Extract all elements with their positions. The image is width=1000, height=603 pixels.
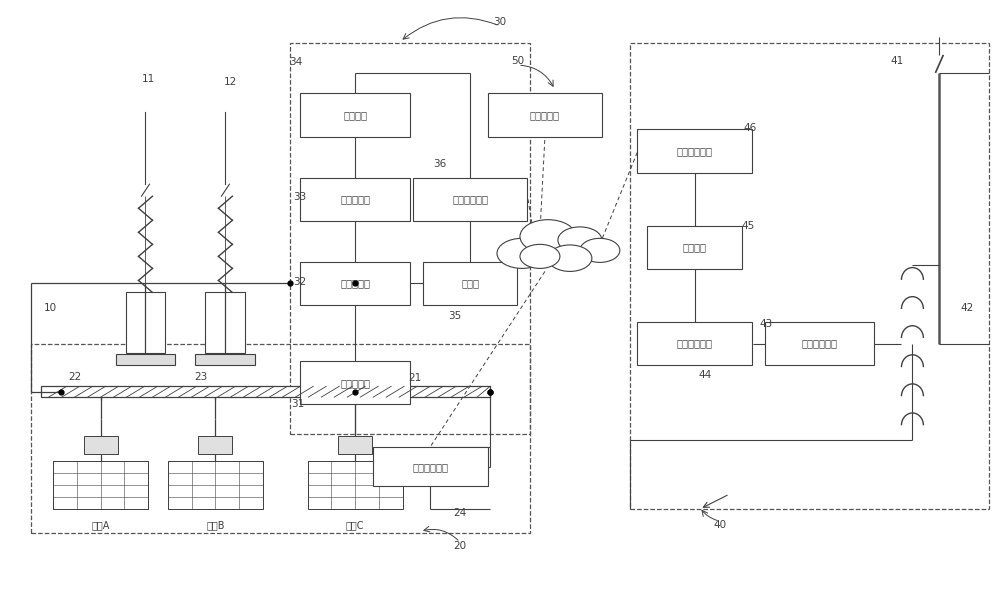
Circle shape bbox=[497, 238, 547, 268]
Text: 45: 45 bbox=[741, 221, 754, 232]
Text: 分析模块: 分析模块 bbox=[683, 242, 707, 252]
FancyBboxPatch shape bbox=[373, 447, 488, 487]
Text: 20: 20 bbox=[453, 541, 467, 551]
Text: 第三通信模块: 第三通信模块 bbox=[412, 462, 448, 472]
Bar bbox=[195, 354, 255, 365]
Text: 24: 24 bbox=[453, 508, 467, 518]
Text: 地网B: 地网B bbox=[206, 520, 225, 530]
Text: 后台服务器: 后台服务器 bbox=[530, 110, 560, 120]
Text: 42: 42 bbox=[961, 303, 974, 312]
Text: 第一通信模块: 第一通信模块 bbox=[452, 194, 488, 204]
Text: 21: 21 bbox=[408, 373, 422, 383]
Circle shape bbox=[520, 244, 560, 268]
Bar bbox=[205, 292, 245, 353]
Text: 43: 43 bbox=[759, 320, 772, 329]
Bar bbox=[198, 435, 232, 453]
FancyBboxPatch shape bbox=[300, 262, 410, 305]
Text: 拦截接触器: 拦截接触器 bbox=[340, 279, 370, 288]
Text: 升压变压器: 升压变压器 bbox=[340, 194, 370, 204]
Text: 23: 23 bbox=[194, 371, 207, 382]
Text: 控制器: 控制器 bbox=[461, 279, 479, 288]
FancyBboxPatch shape bbox=[647, 226, 742, 269]
Circle shape bbox=[548, 245, 592, 271]
Text: 44: 44 bbox=[698, 370, 711, 380]
Text: 36: 36 bbox=[433, 159, 447, 169]
Text: 第二通信模块: 第二通信模块 bbox=[677, 146, 713, 156]
Text: 波形放大单元: 波形放大单元 bbox=[802, 339, 838, 349]
Bar bbox=[168, 461, 263, 509]
FancyBboxPatch shape bbox=[300, 361, 410, 405]
Text: 34: 34 bbox=[289, 57, 302, 67]
Text: 接地接触器: 接地接触器 bbox=[340, 377, 370, 388]
Bar bbox=[41, 387, 490, 397]
Bar bbox=[126, 292, 165, 353]
Text: 11: 11 bbox=[142, 74, 155, 84]
Bar bbox=[84, 435, 118, 453]
Bar bbox=[308, 461, 403, 509]
Text: 地网C: 地网C bbox=[346, 520, 364, 530]
Circle shape bbox=[558, 227, 602, 253]
Text: 31: 31 bbox=[292, 399, 305, 409]
Text: 30: 30 bbox=[493, 17, 507, 27]
FancyBboxPatch shape bbox=[637, 322, 752, 365]
Circle shape bbox=[580, 238, 620, 262]
FancyBboxPatch shape bbox=[300, 93, 410, 137]
Text: 22: 22 bbox=[68, 371, 81, 382]
Text: 直流电源: 直流电源 bbox=[343, 110, 367, 120]
FancyBboxPatch shape bbox=[637, 130, 752, 172]
Text: 12: 12 bbox=[224, 77, 237, 87]
Text: 33: 33 bbox=[294, 192, 307, 203]
Text: 46: 46 bbox=[743, 123, 756, 133]
Bar bbox=[116, 354, 175, 365]
Text: 40: 40 bbox=[713, 520, 726, 530]
Circle shape bbox=[520, 219, 576, 253]
Bar bbox=[338, 435, 372, 453]
FancyBboxPatch shape bbox=[413, 177, 527, 221]
FancyBboxPatch shape bbox=[423, 262, 517, 305]
FancyBboxPatch shape bbox=[300, 177, 410, 221]
Text: 41: 41 bbox=[891, 56, 904, 66]
Text: 地网A: 地网A bbox=[91, 520, 110, 530]
Text: 10: 10 bbox=[44, 303, 57, 312]
Text: 模数转换模块: 模数转换模块 bbox=[677, 339, 713, 349]
FancyBboxPatch shape bbox=[765, 322, 874, 365]
Text: 50: 50 bbox=[511, 56, 525, 66]
Bar bbox=[53, 461, 148, 509]
FancyBboxPatch shape bbox=[488, 93, 602, 137]
Text: 35: 35 bbox=[448, 311, 462, 321]
Text: 32: 32 bbox=[294, 277, 307, 286]
